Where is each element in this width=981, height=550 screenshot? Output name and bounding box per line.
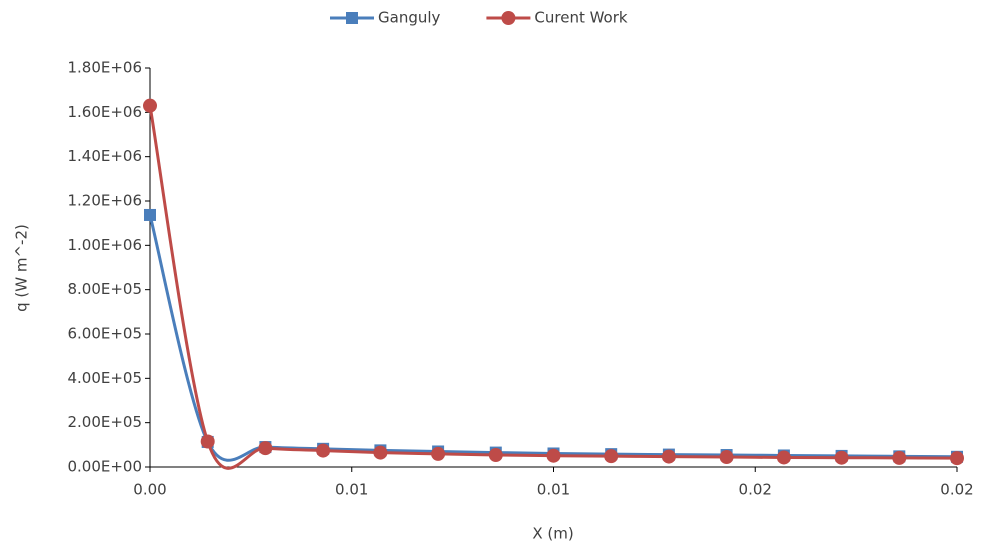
data-point [373,445,388,460]
data-point [258,441,273,456]
x-tick-label: 0.01 [537,481,570,499]
y-tick-label: 1.60E+06 [67,103,142,121]
y-axis-label: q (W m^-2) [13,224,31,312]
data-point [144,208,156,221]
series-line [148,105,958,470]
legend-label: Curent Work [534,9,627,27]
data-point [604,449,619,464]
data-point [776,450,791,465]
x-tick-label: 0.02 [940,481,973,499]
data-point [143,98,157,113]
data-point [316,443,331,458]
data-point [200,434,215,449]
x-tick-label: 0.01 [335,481,368,499]
y-tick-label: 4.00E+05 [67,369,142,387]
y-tick-label: 2.00E+05 [67,413,142,431]
y-tick-label: 1.20E+06 [67,192,142,210]
x-axis-label: X (m) [532,525,573,543]
legend-marker [346,12,358,24]
x-tick-label: 0.02 [739,481,772,499]
data-point [719,450,734,465]
data-point [546,448,561,463]
y-tick-label: 8.00E+05 [67,280,142,298]
y-tick-label: 6.00E+05 [67,325,142,343]
data-point [488,448,503,463]
y-tick-label: 1.00E+06 [67,236,142,254]
series-line [148,214,958,462]
data-point [431,446,446,461]
y-tick-label: 1.80E+06 [67,59,142,77]
data-point [661,449,676,464]
data-point [834,450,849,465]
legend-label: Ganguly [378,9,441,27]
x-tick-label: 0.00 [133,481,166,499]
data-point [892,450,907,465]
y-tick-label: 0.00E+00 [67,458,142,476]
y-tick-label: 1.40E+06 [67,147,142,165]
legend-marker [501,11,516,25]
data-point [950,451,964,466]
